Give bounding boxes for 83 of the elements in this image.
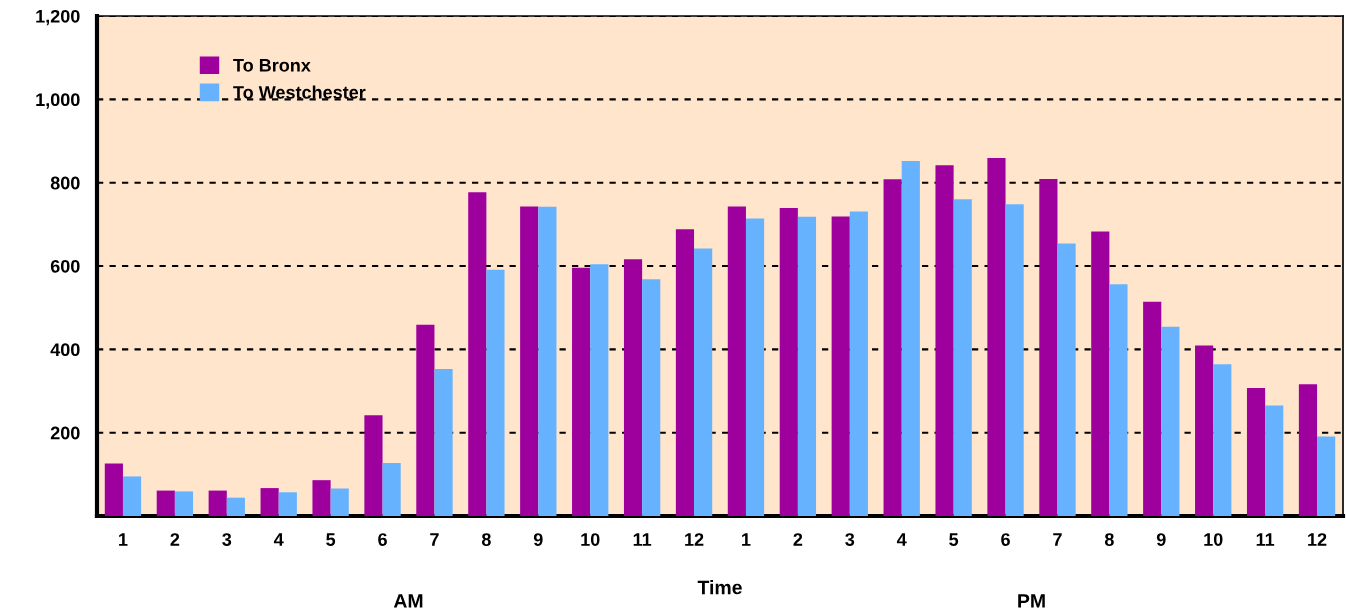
bar <box>434 368 453 516</box>
bar <box>987 158 1006 516</box>
x-tick-label: 5 <box>949 533 959 546</box>
x-tick-label: 10 <box>581 533 600 546</box>
bar <box>849 211 868 516</box>
x-tick-label: 4 <box>273 533 284 546</box>
bar <box>901 161 920 516</box>
bar <box>208 490 227 516</box>
bar <box>675 229 695 516</box>
legend-label: To Westchester <box>233 85 366 99</box>
bar <box>122 476 142 516</box>
bar <box>779 208 798 516</box>
x-tick-label: 7 <box>1053 533 1062 546</box>
y-tick-label: 600 <box>50 259 80 273</box>
bar <box>1109 284 1128 516</box>
bar <box>1057 243 1076 516</box>
bar <box>156 490 175 516</box>
bar <box>364 415 383 516</box>
y-tick-label: 400 <box>50 343 80 357</box>
bar <box>104 463 123 516</box>
bar <box>1091 231 1110 516</box>
bar <box>382 463 401 516</box>
x-tick-label: 1 <box>119 533 128 546</box>
bar <box>1161 326 1180 516</box>
text: AM <box>393 594 423 608</box>
bar <box>1195 345 1214 516</box>
x-tick-label: 1 <box>742 533 751 546</box>
bar <box>468 192 487 516</box>
bar <box>883 179 902 516</box>
bar <box>260 488 279 516</box>
x-tick-label: 3 <box>222 533 232 546</box>
bar <box>590 264 609 516</box>
y-tick-label: 800 <box>50 176 80 190</box>
legend-label: To Bronx <box>233 59 311 72</box>
bar <box>953 199 972 516</box>
bar <box>278 492 297 516</box>
x-tick-label: 9 <box>1156 533 1166 546</box>
y-tick-label: 1,000 <box>36 93 80 109</box>
bar <box>1317 436 1336 516</box>
x-tick-label: 5 <box>326 533 336 546</box>
x-tick-label: 10 <box>1204 533 1223 546</box>
x-tick-label: 7 <box>430 533 439 546</box>
bar <box>1265 405 1284 516</box>
bar <box>1246 388 1266 516</box>
bar <box>694 248 713 516</box>
bar <box>538 206 557 516</box>
x-tick-label: 4 <box>896 533 907 546</box>
bar <box>330 488 349 516</box>
bar <box>1213 364 1232 516</box>
bar <box>486 269 505 516</box>
bar <box>520 206 539 516</box>
x-tick-label: 11 <box>633 533 652 546</box>
x-tick-label: 2 <box>793 533 803 546</box>
bar <box>935 165 954 516</box>
x-tick-label: 12 <box>685 533 704 546</box>
bar <box>642 279 661 516</box>
bar <box>623 259 643 516</box>
bar <box>312 480 331 516</box>
x-tick-label: 9 <box>533 533 543 546</box>
x-tick-label: 2 <box>170 533 180 546</box>
x-tick-label: 12 <box>1308 533 1327 546</box>
x-tick-label: 6 <box>378 533 387 546</box>
bar <box>831 216 850 516</box>
y-tick-label: 200 <box>50 426 80 440</box>
x-axis-title: Time <box>697 580 742 595</box>
x-tick-label: 11 <box>1256 533 1275 546</box>
bar <box>226 497 245 516</box>
x-tick-label: 6 <box>1001 533 1010 546</box>
bar <box>1298 384 1318 516</box>
x-tick-label: 8 <box>481 533 491 546</box>
bar <box>727 206 746 516</box>
bar <box>416 324 435 516</box>
y-tick-label: 1,200 <box>36 9 80 26</box>
bar <box>1143 301 1162 516</box>
bar <box>1005 204 1024 516</box>
bar <box>572 267 591 516</box>
bar <box>797 216 817 516</box>
x-tick-label: 8 <box>1104 533 1114 546</box>
bar <box>745 218 765 516</box>
bar <box>174 491 194 516</box>
x-tick-label: 3 <box>845 533 855 546</box>
text: PM <box>1018 594 1045 608</box>
bar <box>1039 178 1058 516</box>
